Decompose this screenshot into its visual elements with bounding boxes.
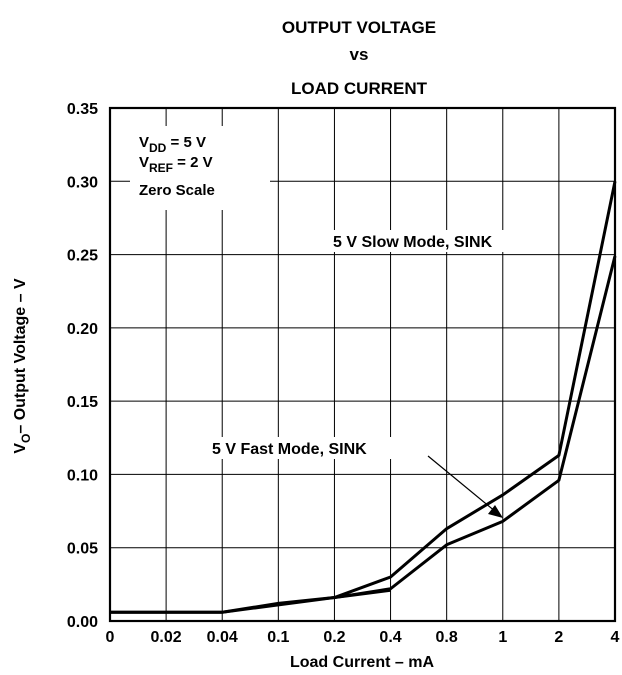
- y-tick-label: 0.15: [67, 394, 98, 411]
- condition-vdd: VDD = 5 V: [139, 134, 206, 155]
- condition-vdd-rest: = 5 V: [166, 134, 206, 151]
- y-axis-label-sub: O: [19, 434, 33, 443]
- series-line-fast-mode: [110, 180, 617, 614]
- chart-title: OUTPUT VOLTAGE vs LOAD CURRENT: [282, 18, 436, 98]
- series-label-slow-mode: 5 V Slow Mode, SINK: [333, 234, 493, 251]
- x-tick-label: 4: [611, 629, 620, 646]
- y-tick-label: 0.30: [67, 174, 98, 191]
- y-axis-label-rest: – Output Voltage – V: [12, 278, 29, 434]
- y-tick-label: 0.20: [67, 321, 98, 338]
- x-tick-label: 0.4: [379, 629, 401, 646]
- condition-vref-sub: REF: [149, 161, 173, 175]
- y-tick-label: 0.00: [67, 614, 98, 631]
- plot-area-border: [108, 106, 617, 623]
- overlap-segment: [334, 588, 391, 600]
- x-tick-label: 2: [554, 629, 563, 646]
- condition-vref-rest: = 2 V: [173, 154, 213, 171]
- condition-vdd-sub: DD: [149, 141, 167, 155]
- conditions-box-bg: [130, 126, 270, 210]
- y-tick-labels: 0.00 0.05 0.10 0.15 0.20 0.25 0.30 0.35: [67, 101, 98, 631]
- x-tick-labels: 0 0.02 0.04 0.1 0.2 0.4 0.8 1 2 4: [106, 629, 620, 646]
- title-line-2: vs: [350, 45, 369, 64]
- title-line-1: OUTPUT VOLTAGE: [282, 18, 436, 37]
- label-slow-mode-bg: [327, 230, 539, 252]
- x-tick-label: 0.1: [267, 629, 289, 646]
- grid: [110, 108, 615, 621]
- x-tick-label: 0.02: [151, 629, 182, 646]
- series-label-fast-mode: 5 V Fast Mode, SINK: [212, 441, 367, 458]
- x-tick-label: 1: [498, 629, 507, 646]
- condition-vdd-main: V: [139, 134, 149, 151]
- y-axis-label-main: V: [12, 443, 29, 454]
- x-axis-label: Load Current – mA: [290, 654, 434, 671]
- condition-zero-scale: Zero Scale: [139, 182, 215, 199]
- y-tick-label: 0.05: [67, 541, 98, 558]
- condition-vref: VREF = 2 V: [139, 154, 213, 175]
- x-tick-label: 0.04: [207, 629, 238, 646]
- fast-mode-pointer: [427, 455, 503, 518]
- pointer-arrowhead: [488, 505, 503, 518]
- x-tick-label: 0.8: [436, 629, 458, 646]
- y-tick-label: 0.10: [67, 467, 98, 484]
- title-line-3: LOAD CURRENT: [291, 79, 428, 98]
- series-lines: [110, 180, 617, 614]
- series-line-slow-mode: [110, 255, 617, 614]
- pointer-line: [427, 455, 497, 513]
- y-tick-label: 0.35: [67, 101, 98, 118]
- x-tick-label: 0: [106, 629, 115, 646]
- label-fast-mode-bg: [208, 437, 422, 459]
- y-axis-label: VO– Output Voltage – V: [12, 278, 33, 454]
- y-tick-label: 0.25: [67, 248, 98, 265]
- x-tick-label: 0.2: [323, 629, 345, 646]
- condition-vref-main: V: [139, 154, 149, 171]
